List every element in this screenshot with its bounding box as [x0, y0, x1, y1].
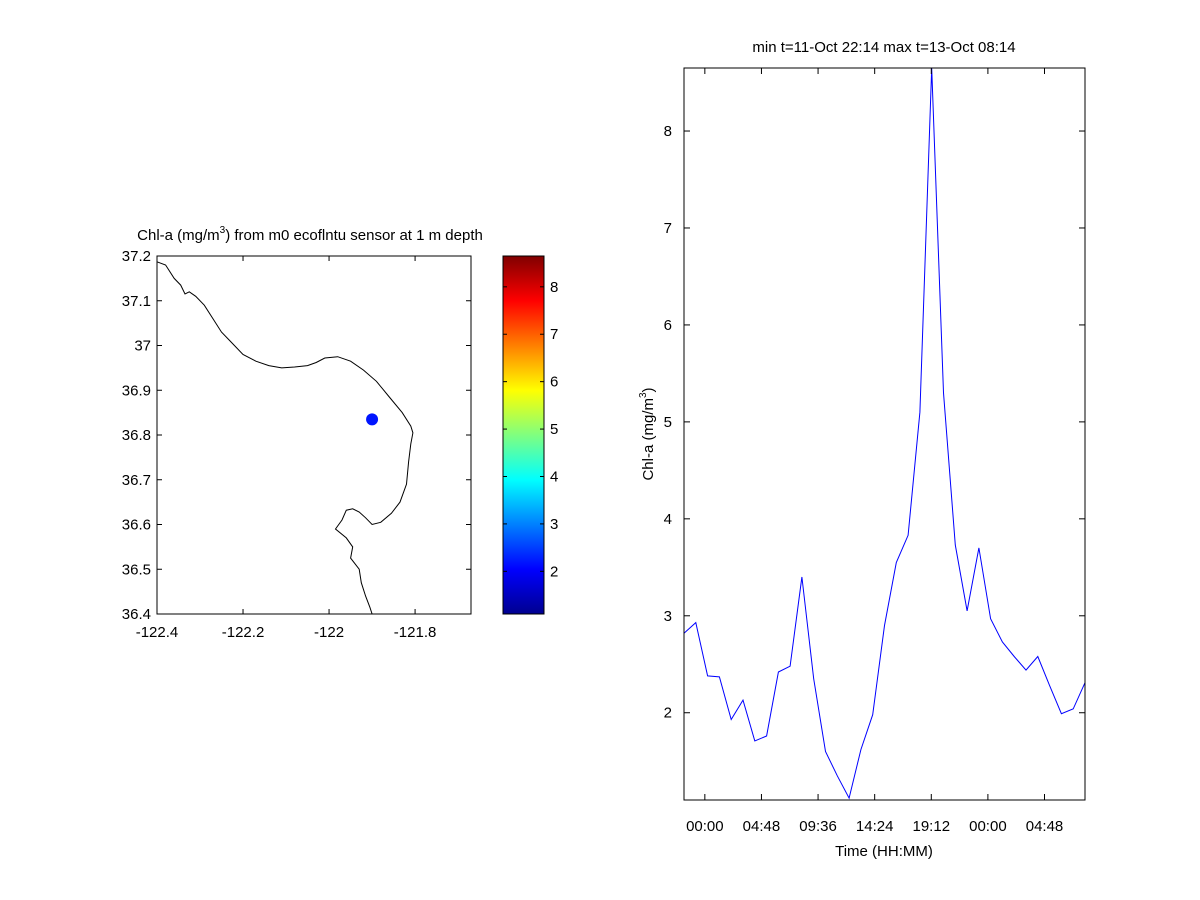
timeseries-x-tick-label: 04:48	[743, 818, 781, 835]
map-x-tick-label: -121.8	[394, 624, 437, 641]
timeseries-y-tick-label: 7	[664, 220, 672, 237]
map-points	[366, 413, 379, 426]
timeseries-y-tick-label: 2	[664, 705, 672, 722]
colorbar-tick-label: 5	[550, 421, 558, 438]
timeseries-x-tick-label: 00:00	[969, 818, 1007, 835]
colorbar-tick-label: 8	[550, 279, 558, 296]
map-axes-box	[156, 255, 472, 615]
timeseries-y-axis: 2 3 4 5 6 7 8	[664, 123, 1085, 722]
chl-series-line	[683, 67, 1086, 800]
map-x-tick-label: -122	[314, 624, 344, 641]
map-y-tick-label: 36.6	[122, 517, 151, 534]
colorbar-gradient	[502, 255, 545, 615]
colorbar-tick-label: 3	[550, 516, 558, 533]
map-panel: Chl-a (mg/m3) from m0 ecoflntu sensor at…	[122, 225, 483, 641]
coastline	[156, 261, 414, 615]
timeseries-axes-box	[683, 67, 1086, 801]
colorbar-tick-label: 7	[550, 326, 558, 343]
mooring-point-m0	[366, 413, 379, 426]
timeseries-y-tick-label: 8	[664, 123, 672, 140]
timeseries-xlabel: Time (HH:MM)	[835, 843, 933, 860]
map-y-tick-label: 37.2	[122, 248, 151, 265]
timeseries-x-tick-label: 04:48	[1026, 818, 1064, 835]
colorbar-tick-label: 2	[550, 563, 558, 580]
map-y-tick-label: 36.7	[122, 472, 151, 489]
timeseries-y-tick-label: 4	[664, 511, 672, 528]
timeseries-x-tick-label: 09:36	[799, 818, 837, 835]
timeseries-ylabel: Chl-a (mg/m3)	[638, 387, 657, 480]
timeseries-title: min t=11-Oct 22:14 max t=13-Oct 08:14	[752, 39, 1015, 56]
map-x-tick-label: -122.2	[222, 624, 265, 641]
colorbar-tick-label: 4	[550, 468, 558, 485]
map-y-tick-label: 37.1	[122, 293, 151, 310]
timeseries-x-tick-label: 19:12	[913, 818, 951, 835]
colorbar-tick-label: 6	[550, 374, 558, 391]
map-y-tick-label: 37	[134, 338, 151, 355]
timeseries-x-axis: 00:00 04:48 09:36 14:24 19:12 00:00 04:48	[686, 68, 1063, 835]
map-y-tick-label: 36.4	[122, 606, 151, 623]
timeseries-y-tick-label: 6	[664, 317, 672, 334]
timeseries-y-tick-label: 5	[664, 414, 672, 431]
map-y-axis: 36.4 36.5 36.6 36.7 36.8 36.9 37 37.1 37.2	[122, 248, 471, 623]
map-x-tick-label: -122.4	[136, 624, 179, 641]
map-x-axis: -122.4 -122.2 -122 -121.8	[136, 256, 437, 641]
colorbar-ticks: 2 3 4 5 6 7 8	[503, 279, 558, 580]
colorbar: 2 3 4 5 6 7 8	[502, 255, 558, 615]
map-y-tick-label: 36.8	[122, 427, 151, 444]
timeseries-x-tick-label: 14:24	[856, 818, 894, 835]
map-y-tick-label: 36.9	[122, 382, 151, 399]
timeseries-x-tick-label: 00:00	[686, 818, 724, 835]
map-y-tick-label: 36.5	[122, 561, 151, 578]
map-title: Chl-a (mg/m3) from m0 ecoflntu sensor at…	[137, 225, 483, 244]
timeseries-panel: min t=11-Oct 22:14 max t=13-Oct 08:14 00…	[638, 39, 1086, 860]
timeseries-y-tick-label: 3	[664, 608, 672, 625]
